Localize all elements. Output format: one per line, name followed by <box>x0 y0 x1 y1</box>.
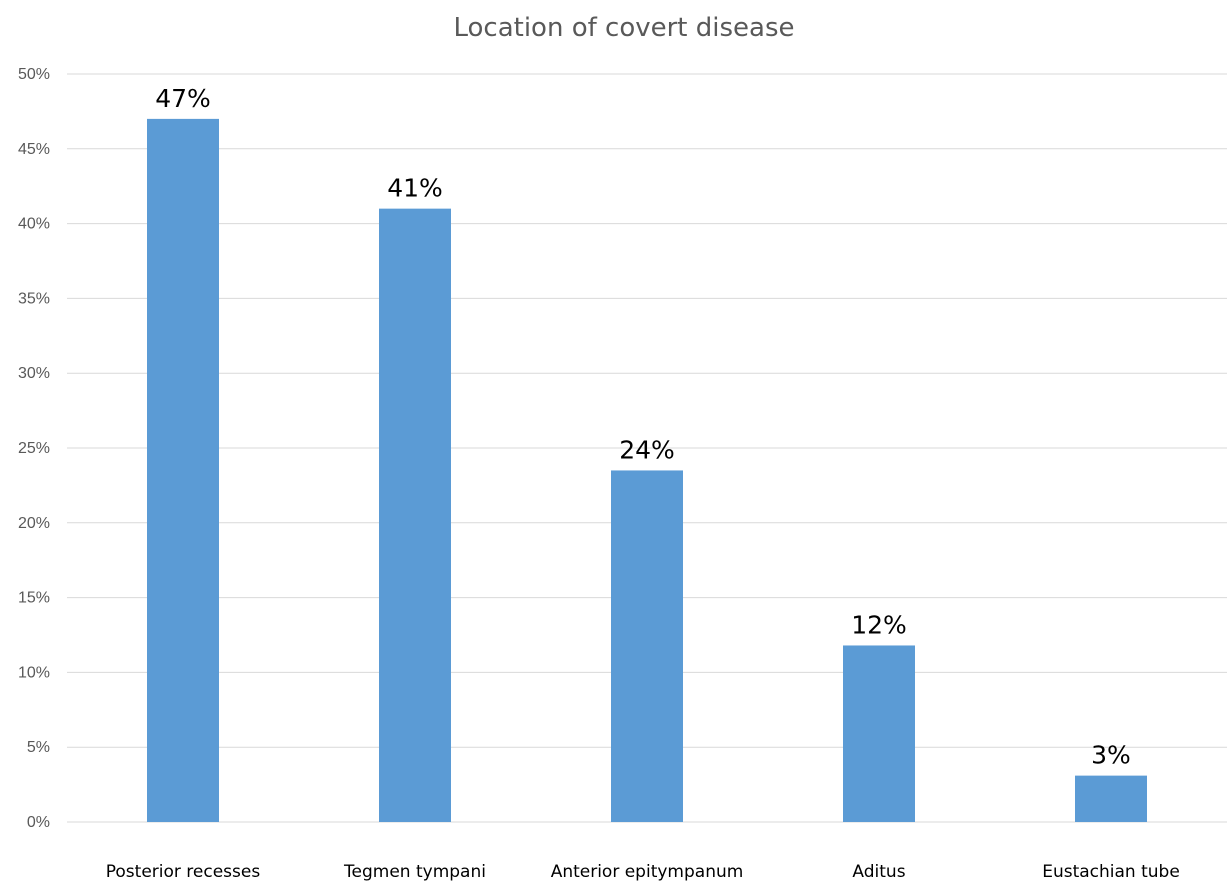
bar <box>611 470 683 822</box>
bar <box>379 208 451 822</box>
y-tick-label: 25% <box>18 440 50 457</box>
y-tick-label: 45% <box>18 141 50 158</box>
data-label: 47% <box>155 84 211 113</box>
x-category-label: Posterior recesses <box>106 862 261 882</box>
y-tick-label: 10% <box>18 664 50 681</box>
data-label: 41% <box>387 174 443 203</box>
x-category-label: Aditus <box>852 862 905 882</box>
y-tick-label: 20% <box>18 515 50 532</box>
x-category-label: Tegmen tympani <box>343 862 486 882</box>
x-axis-categories: Posterior recesses Tegmen tympani Anterior… <box>106 862 1180 882</box>
y-tick-label: 30% <box>18 365 50 382</box>
data-label: 12% <box>851 610 907 639</box>
x-category-label: Eustachian tube <box>1042 862 1180 882</box>
bars <box>147 118 1147 822</box>
y-tick-label: 5% <box>27 739 50 756</box>
data-label: 3% <box>1091 741 1131 770</box>
bar <box>843 645 915 822</box>
bar <box>1075 775 1147 822</box>
data-label: 24% <box>619 435 675 464</box>
y-tick-label: 35% <box>18 290 50 307</box>
bar <box>147 118 219 822</box>
chart-title: Location of covert disease <box>453 13 794 43</box>
y-tick-label: 15% <box>18 590 50 607</box>
y-axis-ticks: 0% 5% 10% 15% 20% 25% 30% 35% 40% 45% 50% <box>18 66 50 831</box>
data-labels: 47% 41% 24% 12% 3% <box>155 84 1131 770</box>
y-tick-label: 40% <box>18 216 50 233</box>
x-category-label: Anterior epitympanum <box>551 862 744 882</box>
y-tick-label: 0% <box>27 814 50 831</box>
y-tick-label: 50% <box>18 66 50 83</box>
